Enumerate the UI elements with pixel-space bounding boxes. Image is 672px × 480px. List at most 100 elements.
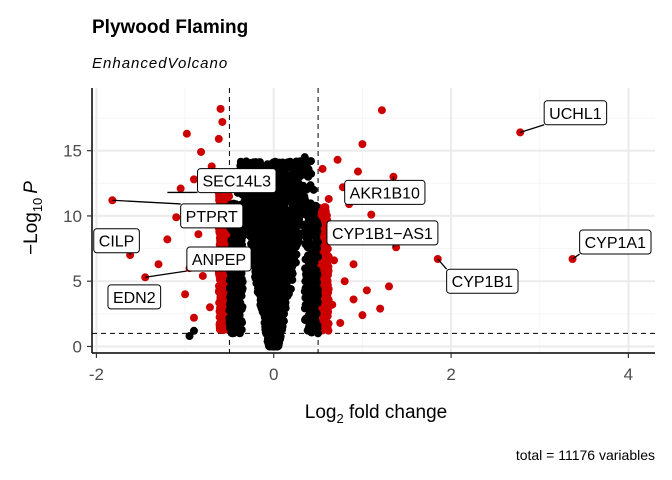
cloud-point	[255, 216, 264, 225]
sig-column-point	[324, 319, 333, 328]
data-point-13	[321, 244, 330, 253]
x-tick-label: 2	[446, 365, 455, 384]
cloud-point	[308, 228, 317, 237]
cloud-point	[262, 256, 271, 265]
gene-label-box	[446, 268, 519, 294]
data-point-6	[353, 167, 362, 176]
data-point-25	[333, 155, 342, 164]
cloud-point	[263, 222, 272, 231]
gene-label-edn2: EDN2	[107, 284, 162, 310]
cloud-point	[247, 218, 256, 227]
cloud-point	[238, 232, 247, 241]
gene-label-connector	[437, 258, 448, 270]
chart-title: Plywood Flaming	[92, 17, 248, 38]
gene-label-ptprt: PTPRT	[112, 199, 244, 229]
gene-label-text: PTPRT	[186, 209, 238, 226]
cloud-point	[302, 169, 311, 178]
x-tick-label: -2	[89, 365, 104, 384]
cloud-point	[308, 264, 317, 273]
cloud-point	[265, 320, 274, 329]
cloud-point	[287, 234, 296, 243]
data-point-59	[216, 295, 225, 304]
data-point-60	[185, 332, 194, 341]
cloud-point	[310, 208, 319, 217]
cloud-point	[301, 300, 310, 309]
cloud-point	[226, 291, 235, 300]
cloud-point	[279, 277, 288, 286]
data-point-41	[189, 175, 198, 184]
data-point-44	[194, 230, 203, 239]
cloud-point	[265, 233, 274, 242]
cloud-point	[234, 293, 243, 302]
cloud-point	[309, 288, 318, 297]
gene-label-box	[326, 220, 439, 246]
gene-label-connector	[572, 253, 581, 260]
gene-label-cilp: CILP	[93, 228, 140, 256]
data-point-38	[218, 117, 227, 126]
cloud-point	[270, 287, 279, 296]
cloud-point	[285, 173, 294, 182]
cloud-point	[269, 327, 278, 336]
cloud-point	[278, 199, 287, 208]
y-tick-label: 0	[73, 337, 82, 356]
data-point-61	[189, 326, 198, 335]
gene-label-text: CILP	[99, 234, 135, 251]
data-point-54	[154, 260, 163, 269]
data-point-20	[358, 311, 367, 320]
data-point-65	[243, 192, 252, 201]
data-point-37	[216, 104, 225, 113]
cloud-point	[235, 311, 244, 320]
cloud-point	[288, 225, 297, 234]
cloud-point	[272, 313, 281, 322]
sig-column-point	[321, 214, 330, 223]
gene-label-box	[93, 228, 140, 254]
cloud-point	[226, 305, 235, 314]
x-axis-title: Log2 fold change	[305, 402, 447, 426]
gene-label-text: EDN2	[113, 290, 156, 307]
cloud-point	[301, 264, 310, 273]
data-point-12	[324, 194, 333, 203]
data-point-15	[362, 286, 371, 295]
cloud-point	[302, 228, 311, 237]
cloud-point	[247, 225, 256, 234]
cloud-point	[267, 215, 276, 224]
data-point-17	[349, 295, 358, 304]
gene-label-connector	[520, 124, 545, 134]
cloud-point	[226, 324, 235, 333]
cloud-point	[302, 185, 311, 194]
cloud-point	[265, 299, 274, 308]
data-point-28	[330, 256, 339, 265]
data-point-64	[296, 162, 305, 171]
data-point-67	[309, 185, 318, 194]
caption: total = 11176 variables	[516, 447, 655, 463]
cloud-point	[226, 298, 235, 307]
cloud-point	[270, 192, 279, 201]
y-axis-title: −Log10P	[21, 181, 45, 255]
sig-column-point	[322, 256, 331, 265]
cloud-point	[308, 218, 317, 227]
data-point-40	[197, 147, 206, 156]
gene-label-cyp1b1-as1: CYP1B1−AS1	[326, 220, 439, 248]
gene-label-uchl1: UCHL1	[520, 100, 608, 134]
cloud-point	[256, 275, 265, 284]
gene-label-box	[579, 229, 652, 255]
cloud-point	[278, 246, 287, 255]
cloud-point	[282, 285, 291, 294]
data-point-18	[385, 282, 394, 291]
data-point-23	[367, 210, 376, 219]
cloud-point	[284, 253, 293, 262]
y-tick-label: 10	[63, 207, 82, 226]
chart-subtitle: EnhancedVolcano	[92, 55, 228, 72]
data-point-19	[336, 318, 345, 327]
data-point-16	[328, 300, 337, 309]
cloud-point	[266, 311, 275, 320]
cloud-point	[251, 242, 260, 251]
data-point-51	[205, 303, 214, 312]
cloud-point	[256, 225, 265, 234]
cloud-point	[313, 326, 322, 335]
cloud-point	[284, 241, 293, 250]
cloud-point	[284, 181, 293, 190]
data-point-21	[319, 315, 328, 324]
cloud-point	[294, 207, 303, 216]
